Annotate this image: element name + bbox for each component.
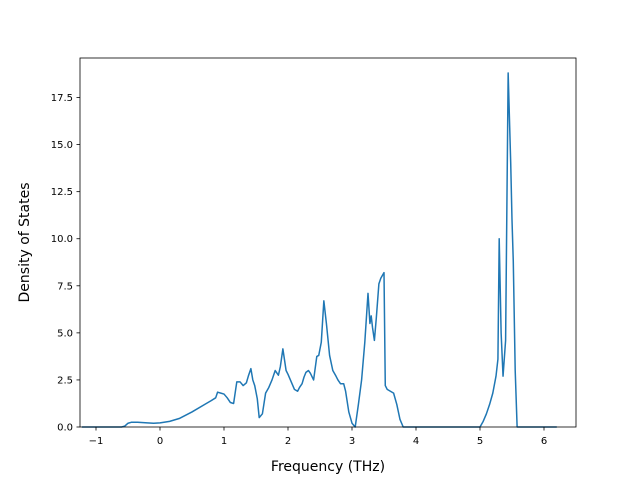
x-tick-label: 4 [413, 436, 419, 447]
plot-area [81, 72, 557, 428]
x-tick-label: −1 [89, 436, 104, 447]
y-tick-label: 2.5 [57, 375, 73, 386]
y-tick-label: 0.0 [57, 423, 73, 434]
axes-frame [79, 57, 577, 428]
y-tick-label: 5.0 [57, 328, 73, 339]
dos-series-line-0 [81, 72, 557, 428]
x-tick-label: 1 [221, 436, 227, 447]
x-tick-label: 6 [541, 436, 547, 447]
y-tick-label: 10.0 [51, 234, 73, 245]
x-tick-label: 0 [157, 436, 163, 447]
y-axis-ticks: 0.0 2.5 5.0 7.5 10.0 12.5 15.0 17.5 [51, 93, 80, 434]
x-axis-ticks: −1 0 1 2 3 4 5 6 [89, 427, 547, 447]
y-axis-label: Density of States [17, 183, 33, 303]
y-tick-label: 15.0 [51, 140, 73, 151]
y-tick-label: 12.5 [51, 187, 73, 198]
x-axis-label: Frequency (THz) [271, 459, 385, 475]
y-tick-label: 17.5 [51, 93, 73, 104]
x-tick-label: 2 [285, 436, 291, 447]
x-tick-label: 5 [477, 436, 483, 447]
y-tick-label: 7.5 [57, 281, 73, 292]
x-tick-label: 3 [349, 436, 355, 447]
